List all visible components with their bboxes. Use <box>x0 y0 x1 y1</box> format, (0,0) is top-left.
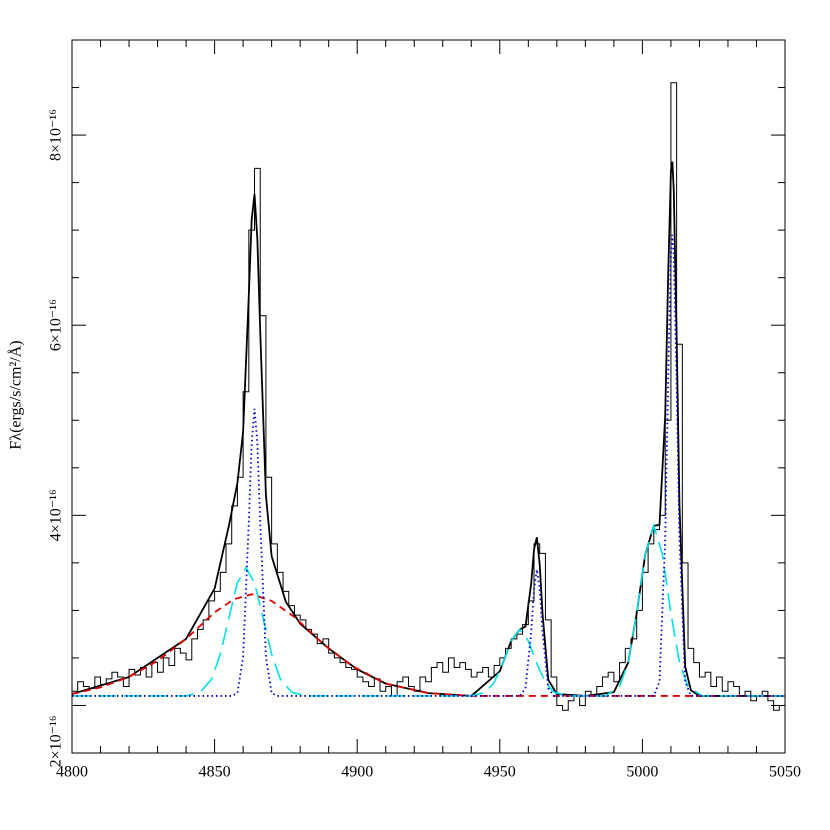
series-line <box>72 82 785 711</box>
series-line <box>72 523 785 697</box>
series-line <box>72 161 785 697</box>
y-tick-label: 6×10⁻¹⁶ <box>48 299 65 351</box>
y-tick-label: 8×10⁻¹⁶ <box>48 109 65 161</box>
series-line <box>72 593 785 697</box>
x-tick-label: 5000 <box>626 764 658 781</box>
x-tick-label: 4850 <box>199 764 231 781</box>
series-line <box>72 234 785 697</box>
x-tick-label: 4900 <box>341 764 373 781</box>
plot-frame <box>71 39 786 754</box>
y-axis-label: Fλ(ergs/s/cm²/Å) <box>7 340 25 449</box>
y-tick-label: 2×10⁻¹⁶ <box>48 716 65 768</box>
x-tick-label: 4950 <box>484 764 516 781</box>
y-tick-label: 4×10⁻¹⁶ <box>48 489 65 541</box>
x-tick-label: 5050 <box>769 764 801 781</box>
x-tick-label: 4800 <box>56 764 88 781</box>
